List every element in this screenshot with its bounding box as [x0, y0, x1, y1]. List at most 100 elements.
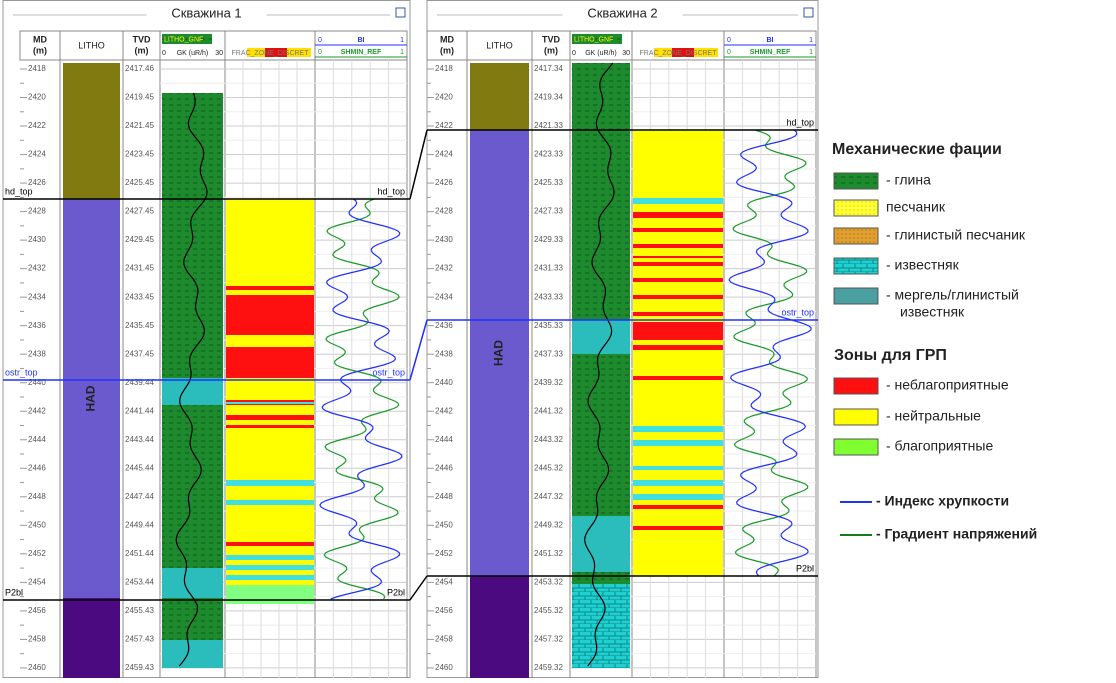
frac-unfavorable: [226, 286, 314, 290]
correlation-line: [409, 575, 428, 601]
legend-zone: - нейтральные: [886, 408, 981, 424]
md-tick-label: 2460: [28, 663, 46, 672]
sh-min: 0: [318, 49, 322, 56]
tvd-tick-label: 2439.44: [125, 378, 154, 387]
legend-swatch: [833, 408, 879, 426]
tvd-tick-label: 2431.45: [125, 264, 154, 273]
md-tick-label: 2458: [435, 635, 453, 644]
frac-box: [265, 48, 287, 57]
bi-max: 1: [400, 37, 404, 44]
frac-unfavorable: [633, 228, 723, 232]
facies-marl: [162, 378, 223, 405]
frac-unfavorable: [633, 212, 723, 218]
md-tick-label: 2428: [435, 207, 453, 216]
frac-unfavorable: [226, 542, 314, 546]
md-tick-label: 2436: [435, 321, 453, 330]
marker-label-right: P2bl: [796, 563, 814, 573]
md-tick-label: 2442: [435, 406, 453, 415]
md-tick-label: 2420: [28, 93, 46, 102]
frac-stripe: [226, 480, 314, 486]
marker-label-right: ostr_top: [372, 367, 405, 377]
pin-icon: [395, 7, 406, 18]
md-tick-label: 2454: [28, 577, 46, 586]
legend-swatch: [833, 287, 879, 305]
md-tick-label: 2430: [435, 235, 453, 244]
md-tick-label: 2446: [28, 463, 46, 472]
bi-min: 0: [318, 37, 322, 44]
md-tick-label: 2440: [28, 378, 46, 387]
md-tick-label: 2426: [435, 178, 453, 187]
frac-unfavorable: [633, 295, 723, 299]
sh-max: 1: [400, 49, 404, 56]
tvd-tick-label: 2423.33: [534, 150, 563, 159]
legend-swatch: [833, 227, 879, 245]
pin-icon: [803, 7, 814, 18]
bi-name: BI: [767, 37, 774, 44]
tvd-tick-label: 2419.45: [125, 93, 154, 102]
marker-label-left: P2bl: [5, 587, 23, 597]
tvd-tick-label: 2445.32: [534, 463, 563, 472]
legend-swatch: [833, 172, 879, 190]
marker-label-left: hd_top: [5, 186, 33, 196]
legend-curve: - Градиент напряжений: [876, 526, 1037, 542]
tvd-tick-label: 2459.32: [534, 663, 563, 672]
frac-unfavorable: [633, 262, 723, 266]
legend-facies: - глина: [886, 172, 931, 188]
frac-unfavorable: [633, 334, 723, 336]
litho-gnf-box: [162, 34, 212, 44]
tvd-tick-label: 2449.44: [125, 520, 154, 529]
tvd-tick-label: 2441.44: [125, 406, 154, 415]
md-tick-label: 2448: [435, 492, 453, 501]
frac-unfavorable: [633, 345, 723, 350]
frac-unfavorable: [226, 415, 314, 420]
marker-label-left: ostr_top: [5, 367, 38, 377]
md-tick-label: 2434: [435, 292, 453, 301]
frac-stripe: [633, 198, 723, 204]
frac-unfavorable: [226, 347, 314, 378]
tvd-tick-label: 2453.44: [125, 577, 154, 586]
md-tick-label: 2424: [435, 150, 453, 159]
frac-unfavorable: [633, 322, 723, 340]
tvd-tick-label: 2451.32: [534, 549, 563, 558]
md-tick-label: 2422: [435, 121, 453, 130]
tvd-tick-label: 2437.45: [125, 349, 154, 358]
formation-label: HAD: [84, 385, 98, 411]
md-tick-label: 2440: [435, 378, 453, 387]
tvd-tick-label: 2417.46: [125, 64, 154, 73]
shmin-curve: [323, 198, 400, 600]
tvd-tick-label: 2427.33: [534, 207, 563, 216]
frac-stripe: [633, 480, 723, 486]
tvd-tick-label: 2445.44: [125, 463, 154, 472]
md-tick-label: 2450: [28, 520, 46, 529]
md-tick-label: 2418: [28, 64, 46, 73]
tvd-tick-label: 2453.32: [534, 577, 563, 586]
tvd-tick-label: 2425.33: [534, 178, 563, 187]
frac-unfavorable: [633, 376, 723, 380]
md-unit: (m): [440, 45, 454, 55]
gk-name: GK (uR/h): [585, 50, 617, 57]
sh-min: 0: [727, 49, 731, 56]
tvd-header: TVD: [542, 34, 561, 44]
tvd-tick-label: 2429.33: [534, 235, 563, 244]
litho-gnf: LITHO_GNF: [164, 36, 203, 43]
frac-stripe: [226, 402, 314, 404]
tvd-tick-label: 2457.43: [125, 635, 154, 644]
frac-stripe: [226, 575, 314, 580]
bi-max: 1: [809, 37, 813, 44]
legend-swatch: [833, 438, 879, 456]
tvd-tick-label: 2419.34: [534, 93, 563, 102]
tvd-tick-label: 2435.45: [125, 321, 154, 330]
frac-unfavorable: [633, 505, 723, 509]
tvd-tick-label: 2459.43: [125, 663, 154, 672]
tvd-tick-label: 2447.44: [125, 492, 154, 501]
legend-facies: известняк: [900, 304, 965, 320]
litho-interval: [470, 576, 529, 678]
litho-interval: [470, 130, 529, 576]
bi-min: 0: [727, 37, 731, 44]
frac-unfavorable: [633, 244, 723, 248]
frac-stripe: [226, 565, 314, 570]
md-header: MD: [33, 34, 47, 44]
tvd-tick-label: 2457.32: [534, 635, 563, 644]
tvd-tick-label: 2447.32: [534, 492, 563, 501]
formation-label: HAD: [492, 340, 506, 366]
